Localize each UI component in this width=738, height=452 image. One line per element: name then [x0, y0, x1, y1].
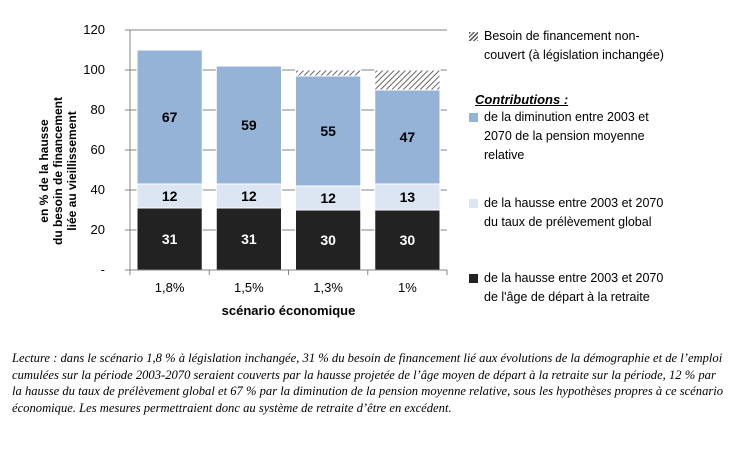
legend-text: relative: [484, 148, 525, 162]
bar-segment: [295, 75, 362, 187]
legend-text: Besoin de financement non-: [484, 29, 640, 43]
hatch-swatch-icon: [469, 32, 478, 41]
bar-segment: [374, 89, 441, 185]
legend-text: de la hausse entre 2003 et 2070: [484, 271, 664, 285]
legend-text: de la diminution entre 2003 et: [484, 110, 649, 124]
data-label: 31: [162, 231, 178, 247]
bar-segment: [215, 207, 282, 271]
bar-segment: [295, 69, 362, 77]
bar-segment: [136, 49, 203, 185]
legend-text: de l'âge de départ à la retraite: [484, 290, 650, 304]
swatch-icon: [469, 199, 478, 208]
y-tick-label: 80: [91, 102, 105, 117]
data-label: 12: [241, 188, 257, 204]
legend-item-tax: de la hausse entre 2003 et 2070 du taux d…: [469, 194, 664, 232]
data-label: 31: [241, 231, 257, 247]
bar-segment: [215, 183, 282, 209]
bar-segment: [374, 209, 441, 271]
y-tick-label: 120: [83, 22, 105, 37]
legend-text: du taux de prélèvement global: [484, 215, 652, 229]
bar-segment: [374, 183, 441, 211]
data-label: 12: [320, 190, 336, 206]
legend-text: couvert (à législation inchangée): [484, 48, 664, 62]
y-label-line: du besoin de financement: [51, 96, 65, 246]
legend-text: de la hausse entre 2003 et 2070: [484, 196, 664, 210]
swatch-icon: [469, 113, 478, 122]
data-label: 47: [400, 129, 416, 145]
legend-item-age: de la hausse entre 2003 et 2070 de l'âge …: [469, 269, 664, 307]
legend-title: Contributions :: [475, 92, 569, 107]
data-label: 30: [320, 232, 336, 248]
x-tick-label: 1,5%: [234, 280, 264, 295]
data-label: 67: [162, 109, 178, 125]
data-label: 12: [162, 188, 178, 204]
y-label-line: liée au vieillissement: [65, 111, 79, 231]
x-tick-label: 1%: [398, 280, 417, 295]
legend-text: 2070 de la pension moyenne: [484, 129, 645, 143]
x-axis-label: scénario économique: [222, 303, 356, 318]
y-tick-label: 20: [91, 222, 105, 237]
stacked-bar-chart: 31 12 67 31 12 59 30 12 55 30 13 47 - 20 40 60 80 100 120 1…: [83, 22, 448, 318]
data-label: 30: [400, 232, 416, 248]
legend-item-uncovered: Besoin de financement non-couvert (à lég…: [469, 27, 664, 65]
data-label: 59: [241, 117, 257, 133]
y-axis-label: en % de la hausse du besoin de financemen…: [37, 71, 79, 271]
y-tick-label: 100: [83, 62, 105, 77]
bar-segment: [215, 65, 282, 185]
y-tick-label: -: [101, 262, 105, 277]
legend-item-pension: de la diminution entre 2003 et 2070 de la…: [469, 108, 649, 165]
bar-segment: [295, 185, 362, 211]
y-tick-label: 40: [91, 182, 105, 197]
x-tick-label: 1,3%: [313, 280, 343, 295]
swatch-icon: [469, 274, 478, 283]
caption: Lecture : dans le scénario 1,8 % à légis…: [12, 351, 724, 415]
y-label-line: en % de la hausse: [37, 119, 51, 223]
y-tick-label: 60: [91, 142, 105, 157]
data-label: 13: [400, 189, 416, 205]
x-tick-label: 1,8%: [155, 280, 185, 295]
bar-segment: [374, 69, 441, 91]
bar-segment: [136, 183, 203, 209]
data-label: 55: [320, 123, 336, 139]
